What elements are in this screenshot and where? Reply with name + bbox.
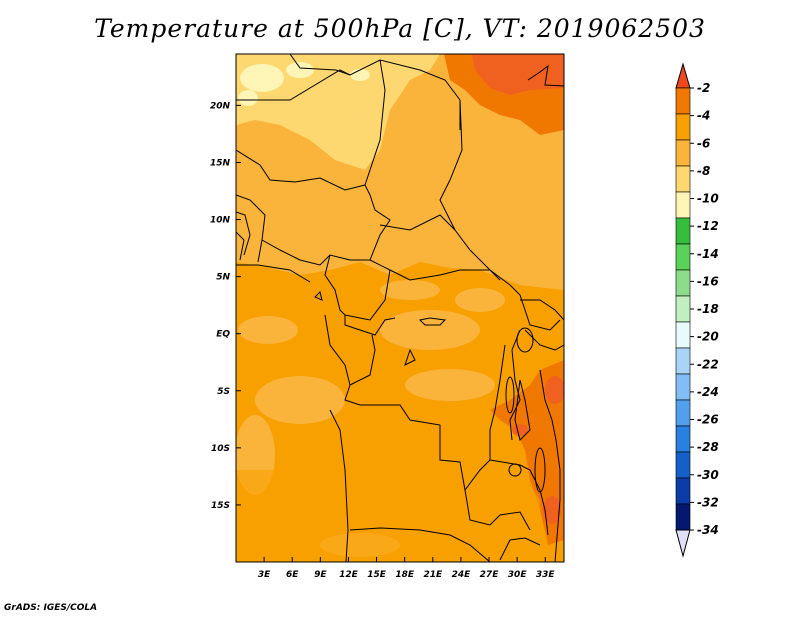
colorbar-top-arrow xyxy=(675,62,691,89)
y-tick-label: 20N xyxy=(210,101,231,111)
field-band-minus6-minus4-south xyxy=(236,470,540,562)
colorbar-label: -22 xyxy=(697,357,719,371)
field-band-minus10-minus8 xyxy=(236,54,440,170)
field-blobs-minus4-minus2 xyxy=(512,376,564,524)
colorbar: -2 -4 -6 -8 -10 -12 -14 -16 -18 -20 -22 -24 -26 -28 -3… xyxy=(675,62,719,558)
map-title: Temperature at 500hPa [C], VT: 201906250… xyxy=(94,14,706,43)
x-tick-label: 33E xyxy=(536,570,556,580)
colorbar-label: -16 xyxy=(697,274,719,288)
y-axis-ticks: 20N 15N 10N 5N EQ 5S 10S 15S xyxy=(210,101,241,511)
colorbar-box xyxy=(675,243,691,271)
country-borders xyxy=(236,54,564,562)
colorbar-label: -8 xyxy=(697,164,710,178)
x-tick-label: 21E xyxy=(423,570,443,580)
colorbar-bottom-arrow xyxy=(675,529,691,558)
x-tick-label: 9E xyxy=(314,570,327,580)
colorbar-label: -30 xyxy=(697,468,719,482)
colorbar-label: -34 xyxy=(697,523,719,537)
colorbar-box xyxy=(675,425,691,453)
field-band-minus2-ne xyxy=(472,54,564,95)
colorbar-box xyxy=(675,503,691,531)
colorbar-label: -32 xyxy=(697,495,719,509)
x-tick-label: 6E xyxy=(286,570,299,580)
y-tick-label: EQ xyxy=(216,330,230,340)
colorbar-label: -20 xyxy=(697,330,719,344)
colorbar-label: -6 xyxy=(697,136,710,150)
x-tick-label: 3E xyxy=(258,570,271,580)
plot-frame xyxy=(235,53,565,563)
y-tick-label: 10S xyxy=(211,444,230,454)
colorbar-box xyxy=(675,87,691,115)
colorbar-box xyxy=(675,269,691,297)
colorbar-box xyxy=(675,477,691,505)
field-blobs-minus12-minus10 xyxy=(238,62,370,106)
colorbar-label: -10 xyxy=(697,192,719,206)
y-tick-label: 5N xyxy=(216,273,230,283)
y-tick-label: 10N xyxy=(210,216,231,226)
colorbar-box xyxy=(675,217,691,245)
y-tick-label: 15N xyxy=(210,158,231,168)
x-tick-label: 27E xyxy=(480,570,500,580)
colorbar-label: -24 xyxy=(697,385,719,399)
x-tick-label: 30E xyxy=(508,570,528,580)
colorbar-label: -2 xyxy=(697,81,710,95)
colorbar-label: -14 xyxy=(697,247,719,261)
y-tick-label: 5S xyxy=(217,387,230,397)
colorbar-label: -12 xyxy=(697,219,719,233)
colorbar-box xyxy=(675,165,691,193)
x-tick-label: 15E xyxy=(367,570,387,580)
colorbar-box xyxy=(675,373,691,401)
x-tick-label: 18E xyxy=(395,570,415,580)
colorbar-box xyxy=(675,139,691,167)
colorbar-box xyxy=(675,321,691,349)
y-tick-label: 15S xyxy=(211,501,230,511)
colorbar-box xyxy=(675,451,691,479)
colorbar-box xyxy=(675,399,691,427)
x-tick-label: 24E xyxy=(452,570,472,580)
temperature-field xyxy=(236,54,564,562)
credit-footer: GrADS: IGES/COLA xyxy=(4,603,98,613)
colorbar-box xyxy=(675,191,691,219)
x-tick-label: 12E xyxy=(339,570,359,580)
colorbar-label: -4 xyxy=(697,109,710,123)
colorbar-label: -28 xyxy=(697,440,719,454)
field-band-minus4-minus2-east xyxy=(490,360,564,545)
colorbar-box xyxy=(675,347,691,375)
colorbar-label: -26 xyxy=(697,413,719,427)
colorbar-box xyxy=(675,113,691,141)
x-axis-ticks: 3E 6E 9E 12E 15E 18E 21E 24E 27E 30E 33E xyxy=(258,557,556,580)
colorbar-box xyxy=(675,295,691,323)
lakes xyxy=(314,291,546,493)
colorbar-label: -18 xyxy=(697,302,719,316)
